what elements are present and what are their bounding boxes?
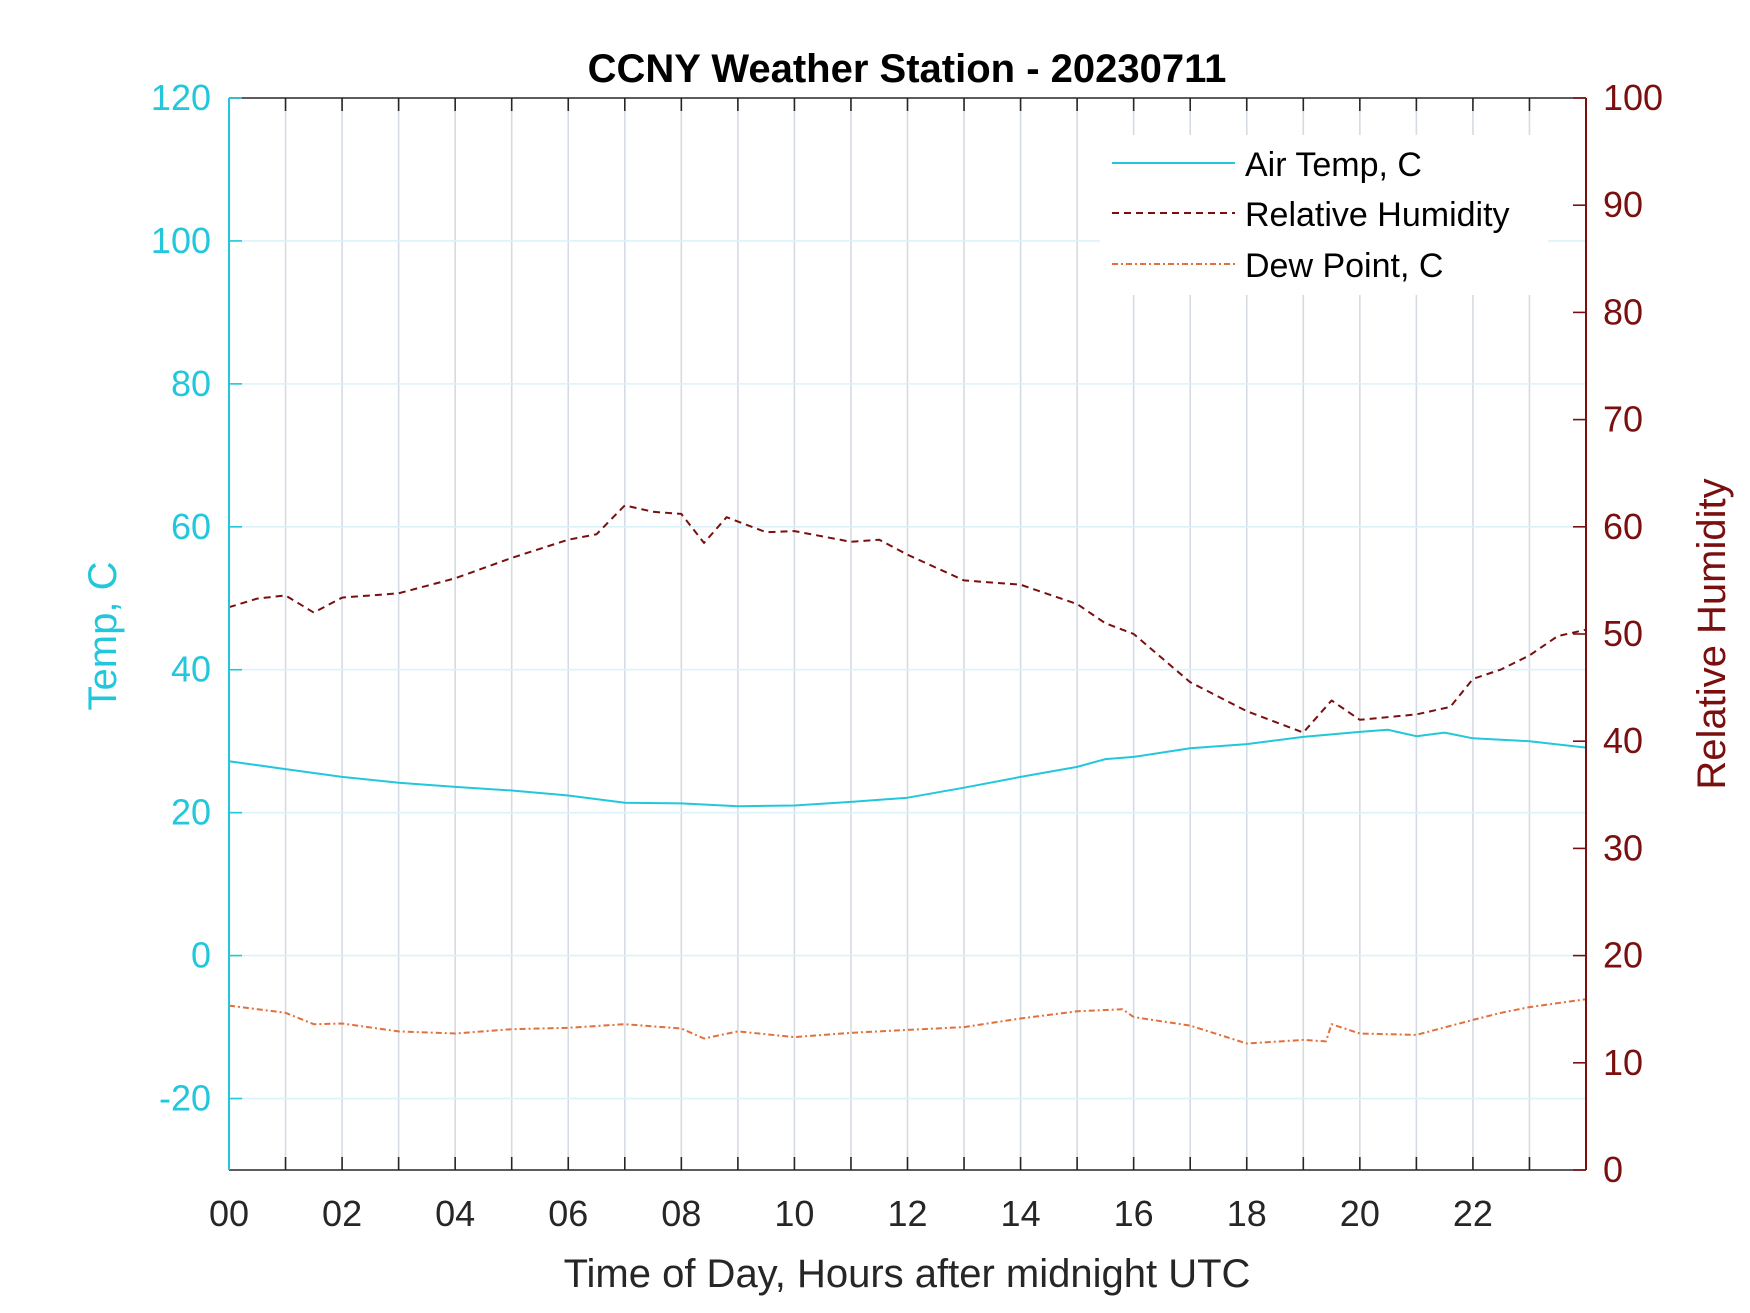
y-right-tick-label: 0 xyxy=(1603,1149,1623,1190)
axes xyxy=(228,97,1587,1171)
x-axis-label: Time of Day, Hours after midnight UTC xyxy=(564,1252,1251,1296)
x-tick-label: 08 xyxy=(661,1193,701,1234)
tick-labels: 00 02 04 06 08 10 12 14 16 18 20 22-200204060801001… xyxy=(151,77,1663,1234)
y-axis-right-label: Relative Humidity xyxy=(1690,478,1734,789)
legend-box xyxy=(1100,135,1548,295)
x-tick-label: 10 xyxy=(774,1193,814,1234)
y-axis-left-label: Temp, C xyxy=(81,562,125,711)
y-right-tick-label: 30 xyxy=(1603,827,1643,868)
y-left-tick-label: 60 xyxy=(171,506,211,547)
series-line-relative-humidity xyxy=(228,504,1587,734)
y-right-tick-label: 90 xyxy=(1603,184,1643,225)
y-right-tick-label: 20 xyxy=(1603,935,1643,976)
x-tick-label: 04 xyxy=(435,1193,475,1234)
y-left-tick-label: 40 xyxy=(171,649,211,690)
x-tick-label: 12 xyxy=(887,1193,927,1234)
x-tick-label: 16 xyxy=(1114,1193,1154,1234)
y-right-tick-label: 60 xyxy=(1603,506,1643,547)
y-left-tick-label: 80 xyxy=(171,363,211,404)
legend-label-air-temp: Air Temp, C xyxy=(1245,146,1422,184)
y-right-tick-label: 80 xyxy=(1603,291,1643,332)
x-tick-label: 18 xyxy=(1227,1193,1267,1234)
y-right-tick-label: 50 xyxy=(1603,613,1643,654)
x-tick-label: 14 xyxy=(1001,1193,1041,1234)
chart-title: CCNY Weather Station - 20230711 xyxy=(588,47,1227,91)
x-tick-label: 20 xyxy=(1340,1193,1380,1234)
y-right-tick-label: 70 xyxy=(1603,399,1643,440)
x-tick-label: 02 xyxy=(322,1193,362,1234)
x-tick-label: 22 xyxy=(1453,1193,1493,1234)
y-right-tick-label: 40 xyxy=(1603,720,1643,761)
y-left-tick-label: 120 xyxy=(151,77,211,118)
legend: Air Temp, C Relative Humidity Dew Point,… xyxy=(1100,135,1548,295)
y-right-tick-label: 10 xyxy=(1603,1042,1643,1083)
legend-label-humidity: Relative Humidity xyxy=(1245,196,1510,234)
y-left-tick-label: -20 xyxy=(159,1078,211,1119)
grid xyxy=(229,98,1586,1170)
x-tick-label: 06 xyxy=(548,1193,588,1234)
y-left-tick-label: 20 xyxy=(171,792,211,833)
series-lines xyxy=(228,504,1587,1045)
y-left-tick-label: 0 xyxy=(191,935,211,976)
series-line-dew-point xyxy=(228,998,1587,1045)
legend-label-dew-point: Dew Point, C xyxy=(1245,247,1443,285)
y-right-tick-label: 100 xyxy=(1603,77,1663,118)
y-left-tick-label: 100 xyxy=(151,220,211,261)
series-line-air-temp xyxy=(228,728,1587,808)
x-tick-label: 00 xyxy=(209,1193,249,1234)
